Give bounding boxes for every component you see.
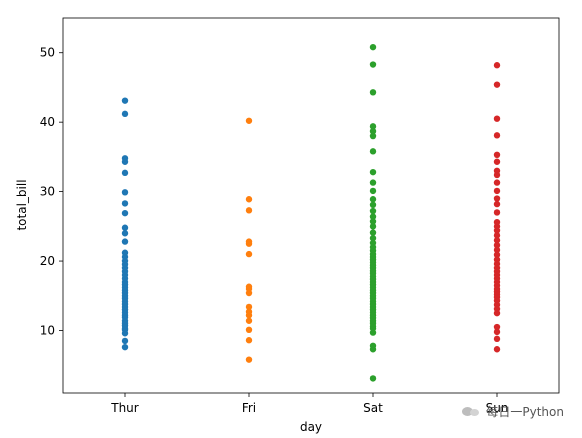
data-point [493, 209, 501, 216]
data-point [245, 207, 253, 214]
data-point [369, 223, 377, 230]
data-point [369, 127, 377, 135]
data-point [369, 187, 377, 195]
data-point [245, 308, 253, 315]
data-point [493, 232, 501, 239]
y-tick-label: 40 [40, 115, 55, 129]
plot-frame [62, 17, 560, 394]
y-tick-label: 20 [40, 254, 55, 268]
data-point [369, 123, 377, 130]
data-point [369, 89, 377, 96]
data-point [121, 169, 129, 177]
data-point [369, 218, 377, 225]
data-points [121, 43, 501, 382]
data-point [245, 196, 253, 203]
data-point [245, 238, 253, 245]
x-tick-label: Fri [242, 401, 256, 415]
y-axis: 10 20 30 40 50 [40, 46, 63, 338]
data-point [493, 132, 501, 139]
data-point [493, 335, 501, 343]
data-point [493, 200, 501, 208]
data-point [493, 81, 501, 88]
data-point [493, 62, 501, 69]
data-point [493, 237, 501, 244]
x-axis-label: day [300, 420, 322, 434]
y-axis-label: total_bill [15, 179, 29, 230]
x-tick-label: Thur [110, 401, 139, 415]
data-point [369, 61, 377, 68]
data-point [493, 346, 501, 353]
data-point [369, 229, 377, 236]
data-point [493, 179, 501, 186]
data-point [369, 375, 377, 382]
data-point [369, 168, 377, 176]
data-point [493, 251, 501, 259]
data-point [493, 151, 501, 159]
data-point [245, 250, 253, 258]
data-point [369, 207, 377, 215]
data-point [121, 224, 129, 231]
data-point [369, 43, 377, 51]
data-point [369, 179, 377, 186]
data-point [245, 117, 253, 124]
data-point [121, 97, 129, 104]
data-point [121, 238, 129, 245]
data-point [369, 132, 377, 140]
data-point [245, 317, 253, 324]
data-point [121, 189, 129, 196]
data-point [245, 356, 253, 363]
data-point [121, 343, 129, 351]
y-tick-label: 30 [40, 185, 55, 199]
data-point [493, 115, 501, 122]
data-point [493, 195, 501, 202]
data-point [121, 200, 129, 207]
data-point [493, 218, 501, 226]
wechat-icon [462, 406, 480, 418]
data-point [121, 209, 129, 217]
data-point [121, 230, 129, 237]
x-tick-label: Sun [486, 401, 509, 415]
data-point [121, 110, 129, 118]
data-point [245, 303, 253, 311]
data-point [493, 158, 501, 165]
data-point [493, 256, 501, 263]
data-point [369, 148, 377, 155]
watermark-text: 每日一Python [486, 405, 564, 419]
data-point [369, 196, 377, 203]
data-point [121, 155, 129, 162]
data-point [493, 167, 501, 174]
data-point [121, 249, 129, 256]
data-point [493, 246, 501, 254]
data-point [245, 326, 253, 334]
y-tick-label: 50 [40, 46, 55, 60]
data-point [369, 239, 377, 247]
data-point [245, 283, 253, 290]
x-tick-label: Sat [363, 401, 383, 415]
data-point [369, 213, 377, 220]
data-point [369, 342, 377, 349]
data-point [493, 328, 501, 336]
data-point [493, 241, 501, 249]
x-axis: Thur Fri Sat Sun [110, 393, 508, 415]
y-tick-label: 10 [40, 324, 55, 338]
data-point [369, 201, 377, 209]
data-point [245, 337, 253, 344]
data-point [493, 323, 501, 331]
data-point [121, 337, 129, 345]
data-point [369, 234, 377, 242]
watermark: 每日一Python [462, 403, 564, 420]
data-point [493, 187, 501, 195]
